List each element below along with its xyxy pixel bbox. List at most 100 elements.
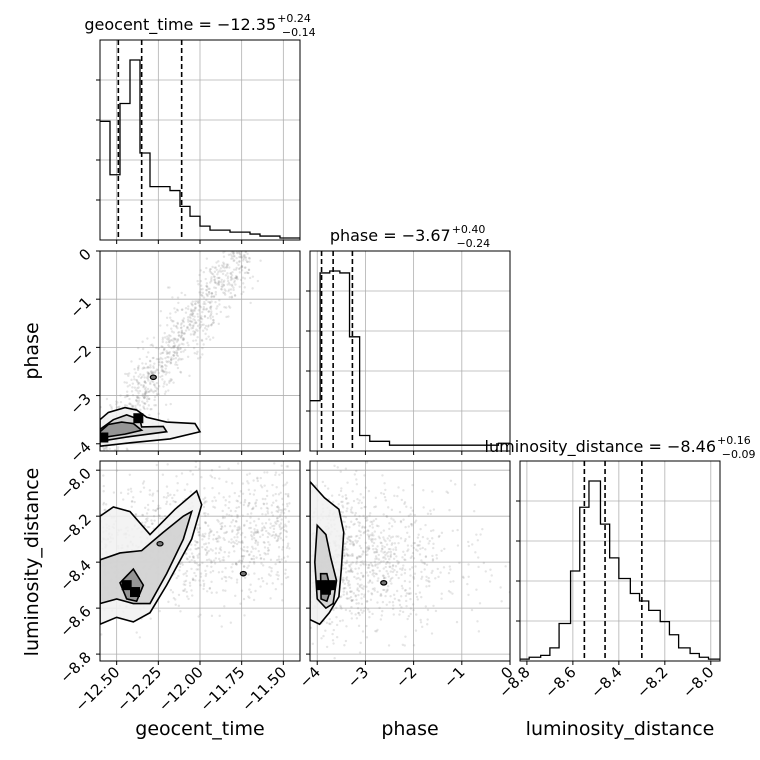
scatter-point [135, 395, 139, 398]
scatter-point [159, 356, 162, 360]
scatter-point [246, 271, 250, 275]
scatter-point [194, 543, 197, 547]
scatter-point [172, 331, 176, 334]
scatter-point [383, 556, 386, 559]
scatter-point [250, 530, 253, 534]
scatter-point [108, 457, 110, 459]
scatter-point [360, 586, 364, 590]
scatter-point [160, 368, 164, 371]
scatter-point [147, 375, 150, 378]
scatter-point [173, 338, 177, 341]
scatter-point [218, 557, 221, 561]
scatter-point [205, 282, 209, 285]
scatter-point [389, 536, 393, 539]
scatter-point [232, 252, 235, 255]
scatter-point [394, 565, 398, 568]
scatter-point [166, 360, 169, 364]
scatter-point [149, 364, 152, 367]
scatter-point [179, 323, 183, 326]
scatter-point [195, 541, 198, 544]
scatter-point [228, 500, 231, 504]
scatter-point [169, 402, 172, 406]
scatter-point [370, 534, 374, 537]
scatter-point [157, 412, 160, 415]
scatter-point [350, 567, 353, 570]
scatter-point [104, 446, 107, 450]
scatter-point [133, 367, 136, 371]
scatter-point [367, 545, 371, 548]
y-tick-label: −1 [66, 293, 94, 321]
scatter-point [381, 609, 384, 613]
scatter-point [202, 302, 205, 306]
scatter-point [415, 613, 418, 616]
scatter-point [169, 362, 172, 365]
scatter-point [467, 544, 471, 548]
scatter-point [222, 284, 225, 287]
scatter-point [454, 483, 457, 486]
scatter-point [168, 345, 171, 348]
scatter-point [249, 521, 252, 525]
scatter-point [162, 370, 165, 374]
scatter-point [243, 277, 247, 280]
contour-fill-3 [100, 422, 142, 438]
scatter-point [214, 293, 218, 296]
contour-line-1 [100, 406, 202, 447]
scatter-point [147, 508, 150, 511]
scatter-point [234, 268, 238, 271]
scatter-point [470, 608, 474, 612]
scatter-point [243, 535, 247, 539]
scatter-point [102, 490, 105, 493]
x-tick-label: −8.0 [679, 663, 717, 701]
scatter-point [377, 577, 380, 580]
scatter-point [135, 379, 139, 382]
scatter-point [245, 271, 248, 274]
scatter-point [225, 245, 227, 247]
scatter-point [191, 310, 194, 314]
x-tick-label: −11.75 [197, 663, 249, 715]
scatter-point [131, 405, 135, 409]
scatter-point [185, 552, 188, 555]
scatter-point [92, 420, 94, 422]
scatter-point [374, 547, 377, 550]
scatter-point [213, 275, 216, 278]
scatter-point [338, 493, 341, 497]
scatter-point [197, 531, 200, 534]
scatter-point [242, 565, 246, 568]
scatter-point [165, 500, 169, 504]
scatter-point [203, 548, 207, 551]
scatter-point [146, 371, 149, 374]
scatter-point [396, 562, 400, 565]
scatter-point [114, 458, 116, 460]
scatter-point [282, 484, 285, 487]
scatter-point [236, 513, 239, 517]
scatter-point [124, 372, 127, 376]
scatter-point [168, 286, 171, 289]
scatter-point [228, 575, 231, 579]
scatter-point [350, 506, 354, 509]
contour-line-3 [119, 567, 145, 603]
scatter-point [232, 545, 235, 548]
x-tick-label: −1 [440, 663, 468, 691]
scatter-point [275, 486, 278, 489]
scatter-point [271, 494, 275, 497]
scatter-point [201, 310, 204, 314]
scatter-point [355, 556, 359, 559]
scatter-point [113, 454, 115, 456]
scatter-point [357, 593, 360, 597]
scatter-point [223, 269, 227, 273]
scatter-point [96, 510, 98, 512]
scatter-point [353, 575, 356, 579]
scatter-point [446, 491, 450, 495]
scatter-point [239, 501, 242, 504]
scatter-point [209, 281, 212, 284]
scatter-point [197, 319, 200, 322]
scatter-point [141, 367, 144, 370]
x-tick-label: −11.50 [238, 663, 290, 715]
scatter-point [248, 257, 252, 260]
scatter-point [170, 318, 173, 322]
scatter-point [146, 387, 150, 391]
scatter-point [379, 594, 382, 597]
scatter-point [221, 283, 224, 286]
scatter-point [222, 261, 225, 264]
scatter-point [225, 513, 229, 516]
